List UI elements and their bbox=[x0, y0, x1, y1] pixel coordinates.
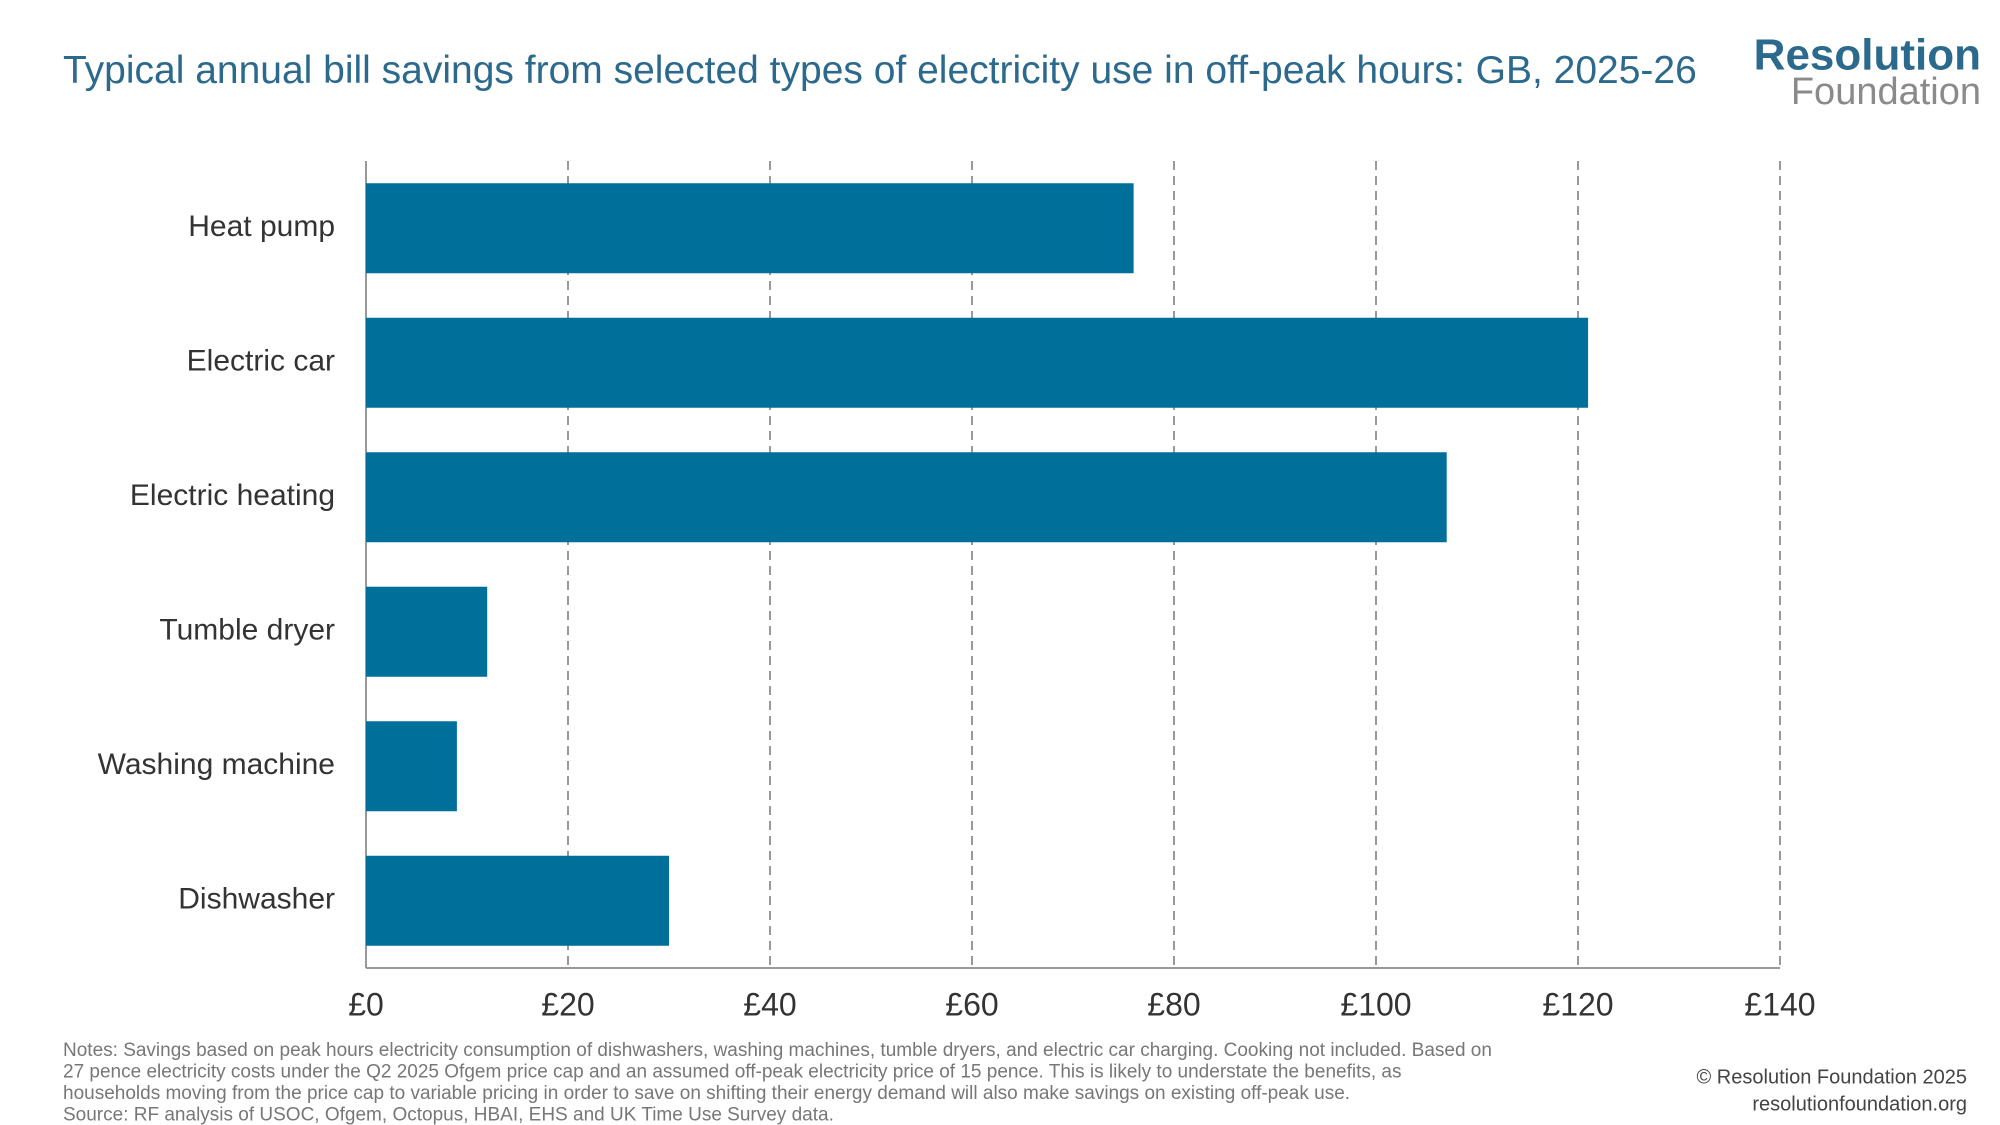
y-tick-label: Washing machine bbox=[98, 748, 335, 781]
y-tick-label: Dishwasher bbox=[178, 883, 335, 916]
website: resolutionfoundation.org bbox=[1752, 1093, 1967, 1115]
y-tick-label: Electric car bbox=[187, 345, 335, 378]
x-tick-label: £120 bbox=[1542, 986, 1613, 1022]
bar bbox=[366, 721, 457, 812]
logo-line1: Resolution bbox=[1754, 31, 1981, 80]
note: households moving from the price cap to … bbox=[63, 1083, 1350, 1104]
x-tick-label: £100 bbox=[1340, 986, 1411, 1022]
x-tick-label: £20 bbox=[541, 986, 594, 1022]
y-tick-label: Electric heating bbox=[130, 479, 335, 512]
note: 27 pence electricity costs under the Q2 … bbox=[63, 1062, 1401, 1083]
note: Notes: Savings based on peak hours elect… bbox=[63, 1040, 1492, 1061]
x-tick-label: £40 bbox=[743, 986, 796, 1022]
bar bbox=[366, 586, 488, 677]
x-tick-label: £60 bbox=[945, 986, 998, 1022]
note: Source: RF analysis of USOC, Ofgem, Octo… bbox=[63, 1105, 834, 1125]
logo-line2: Foundation bbox=[1791, 71, 1981, 113]
copyright: © Resolution Foundation 2025 bbox=[1697, 1066, 1967, 1088]
y-tick-label: Heat pump bbox=[188, 210, 335, 243]
bar bbox=[366, 452, 1447, 543]
bar bbox=[366, 855, 669, 946]
chart-title: Typical annual bill savings from selecte… bbox=[63, 49, 1697, 92]
bar bbox=[366, 183, 1134, 274]
x-tick-label: £0 bbox=[348, 986, 384, 1022]
bar bbox=[366, 317, 1589, 408]
x-tick-label: £140 bbox=[1744, 986, 1815, 1022]
y-tick-label: Tumble dryer bbox=[159, 614, 335, 647]
x-tick-label: £80 bbox=[1147, 986, 1200, 1022]
